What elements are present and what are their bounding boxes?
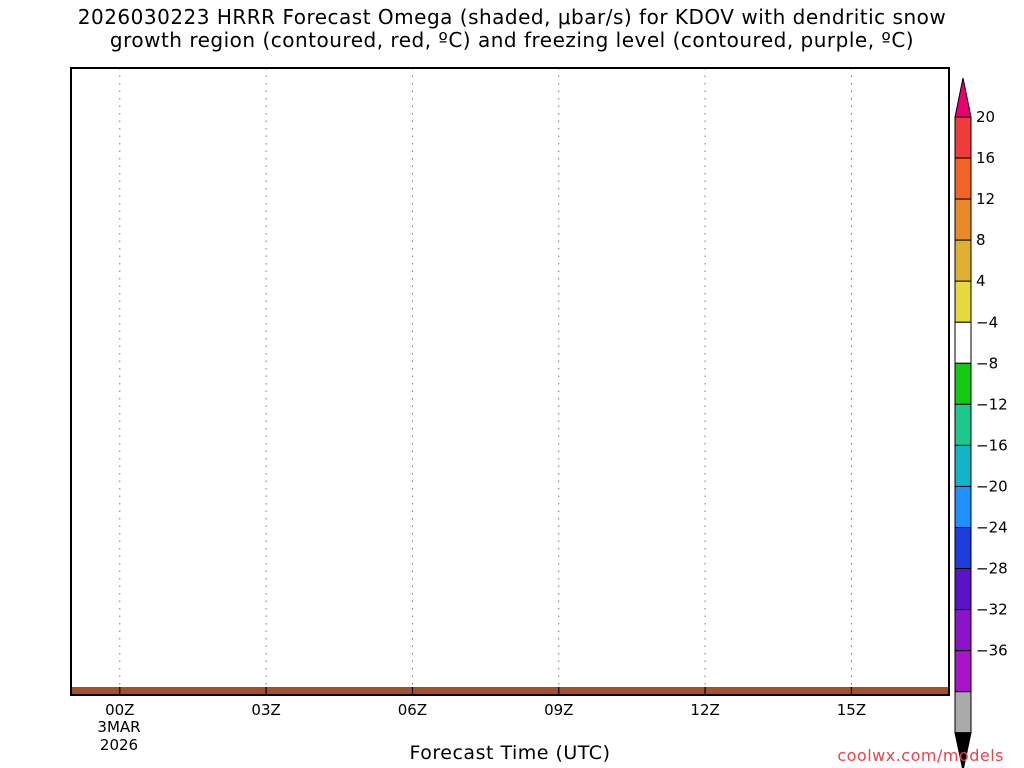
- colorbar-label-6: −8: [976, 354, 998, 372]
- chart-title: 2026030223 HRRR Forecast Omega (shaded, …: [77, 5, 947, 52]
- x-tick-label-15: 15Z: [837, 701, 866, 719]
- colorbar-box-9: [954, 444, 972, 487]
- colorbar-label-1: 16: [976, 149, 995, 167]
- x-date-label-2: 2026: [100, 736, 138, 754]
- colorbar-box-8: [954, 403, 972, 446]
- colorbar-box-3: [954, 198, 972, 241]
- colorbar-label-8: −16: [976, 436, 1008, 454]
- grid: [119, 68, 852, 695]
- colorbar-label-4: 4: [976, 272, 986, 290]
- colorbar: 20 16 12 8 4 −4 −8 −12 −16 −20 −24 −28 −32 −36: [954, 77, 1008, 768]
- colorbar-label-5: −4: [976, 313, 998, 331]
- x-tick-label-0: 00Z: [105, 701, 134, 719]
- colorbar-box-15: [954, 691, 972, 734]
- ground-strip: [71, 687, 949, 695]
- colorbar-box-14: [954, 650, 972, 693]
- colorbar-box-10: [954, 485, 972, 529]
- colorbar-label-13: −36: [976, 642, 1008, 660]
- x-date-label-1: 3MAR: [97, 718, 140, 736]
- x-tick-label-3: 03Z: [251, 701, 280, 719]
- colorbar-box-7: [954, 362, 972, 405]
- colorbar-box-13: [954, 609, 972, 652]
- colorbar-label-12: −32: [976, 601, 1008, 619]
- source-credit: coolwx.com/models: [837, 746, 1004, 765]
- colorbar-label-11: −28: [976, 560, 1008, 578]
- colorbar-box-2: [954, 157, 972, 200]
- x-axis-ticks: 00Z 03Z 06Z 09Z 12Z 15Z: [105, 687, 866, 719]
- colorbar-box-12: [954, 568, 972, 611]
- plot-frame: [70, 67, 950, 696]
- colorbar-label-10: −24: [976, 519, 1008, 537]
- colorbar-label-2: 12: [976, 190, 995, 208]
- x-tick-label-9: 09Z: [544, 701, 573, 719]
- x-axis-label: Forecast Time (UTC): [409, 742, 611, 764]
- colorbar-bottom-arrow: [954, 732, 972, 768]
- colorbar-box-6: [954, 321, 972, 364]
- colorbar-label-0: 20: [976, 108, 995, 126]
- colorbar-box-11: [954, 527, 972, 570]
- colorbar-label-3: 8: [976, 231, 986, 249]
- colorbar-box-1: [954, 116, 972, 159]
- colorbar-box-5: [954, 280, 972, 323]
- x-tick-label-6: 06Z: [398, 701, 427, 719]
- x-tick-label-12: 12Z: [690, 701, 719, 719]
- colorbar-label-7: −12: [976, 395, 1008, 413]
- colorbar-label-9: −20: [976, 477, 1008, 495]
- colorbar-box-4: [954, 239, 972, 282]
- colorbar-top-arrow: [954, 77, 972, 118]
